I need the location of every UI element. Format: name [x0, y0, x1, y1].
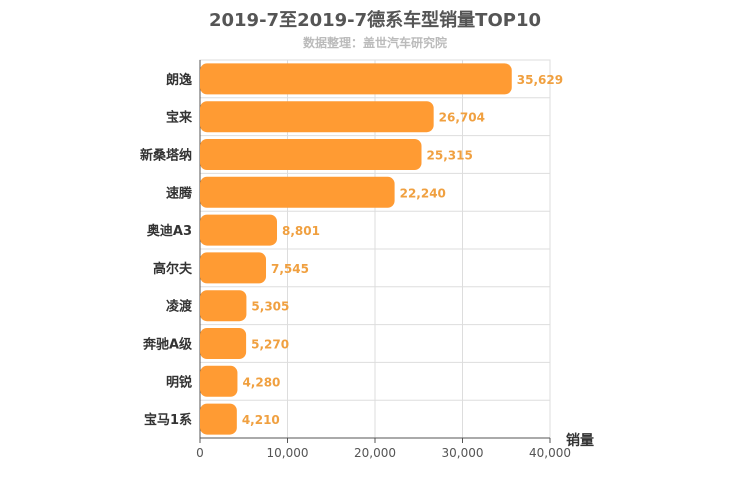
chart-subtitle: 数据整理：盖世汽车研究院 [302, 36, 447, 50]
category-label: 奔驰A级 [142, 337, 193, 353]
category-label: 高尔夫 [153, 261, 193, 277]
category-label: 新桑塔纳 [140, 148, 192, 164]
bar [200, 365, 238, 397]
category-label: 速腾 [166, 185, 193, 201]
chart-title: 2019-7至2019-7德系车型销量TOP10 [208, 10, 541, 31]
value-label: 4,280 [242, 375, 280, 389]
value-label: 26,704 [439, 111, 485, 125]
category-label: 凌渡 [166, 299, 193, 315]
bar [200, 176, 395, 208]
value-label: 22,240 [400, 186, 446, 200]
category-label: 宝马1系 [144, 412, 192, 428]
category-label: 朗逸 [166, 72, 192, 88]
bar [200, 101, 434, 133]
value-label: 5,305 [251, 300, 289, 314]
x-tick-label: 0 [196, 446, 204, 460]
bar [200, 290, 247, 322]
bar [200, 328, 247, 359]
bar [200, 252, 267, 284]
bar [200, 139, 422, 170]
value-label: 4,210 [242, 413, 280, 427]
value-label: 25,315 [427, 149, 473, 163]
category-label: 宝来 [166, 110, 193, 126]
x-axis-label: 销量 [566, 432, 594, 449]
value-label: 5,270 [251, 338, 289, 352]
bar [200, 214, 278, 246]
x-tick-label: 40,000 [529, 446, 571, 460]
x-tick-label: 20,000 [354, 446, 396, 460]
category-label: 奥迪A3 [147, 223, 192, 239]
x-tick-label: 30,000 [442, 446, 484, 460]
value-label: 35,629 [517, 73, 563, 87]
bar [200, 63, 512, 95]
x-tick-label: 10,000 [267, 446, 309, 460]
category-label: 明锐 [166, 374, 192, 390]
bar [200, 403, 237, 435]
value-label: 7,545 [271, 262, 309, 276]
value-label: 8,801 [282, 224, 320, 238]
